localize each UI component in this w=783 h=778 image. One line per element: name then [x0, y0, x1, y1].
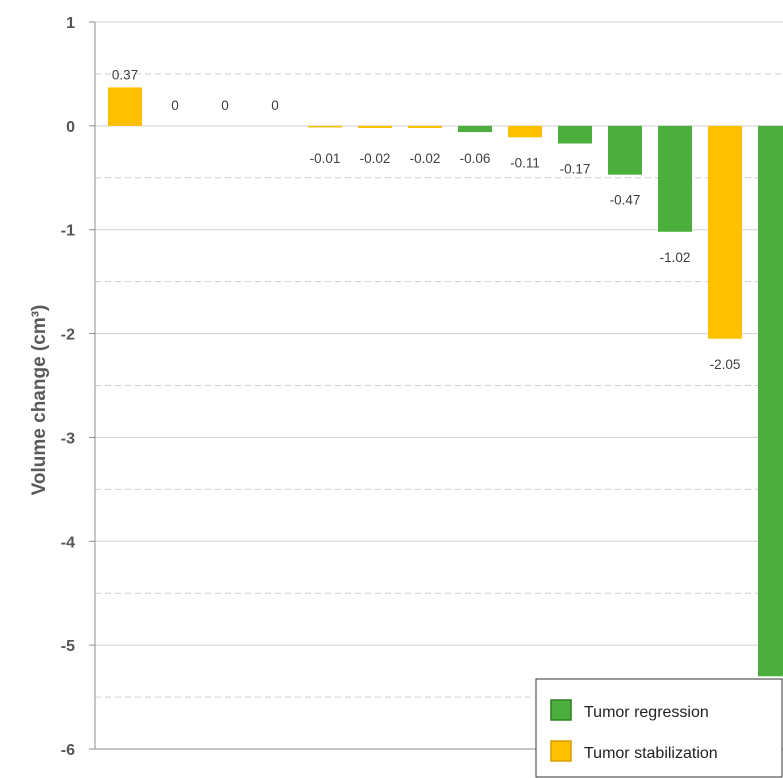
bar-stabilization: [508, 125, 542, 138]
data-label: -0.47: [610, 193, 641, 208]
data-label: -0.02: [360, 151, 391, 166]
data-label: -0.02: [410, 151, 441, 166]
legend-label-stabilization: Tumor stabilization: [584, 745, 718, 762]
bar-stabilization: [308, 125, 342, 128]
data-label: 0.37: [112, 67, 138, 82]
y-axis-title: Volume change (cm³): [29, 305, 50, 496]
bar-regression: [558, 125, 592, 144]
y-tick-label: -2: [61, 327, 75, 344]
y-tick-label: 1: [66, 15, 75, 32]
data-labels: 0.37 0 0 0 -0.01 -0.02 -0.02 -0.06 -0.11 -0.17 -0.…: [112, 67, 741, 371]
legend-label-regression: Tumor regression: [584, 704, 709, 721]
bar-regression: [658, 125, 692, 232]
bar-stabilization: [358, 125, 392, 128]
legend-swatch-stabilization: [550, 740, 572, 762]
y-tick-label: 0: [66, 119, 75, 136]
data-label: -2.05: [710, 357, 741, 372]
bar-stabilization: [108, 87, 142, 126]
bar-regression: [608, 125, 642, 175]
legend: Tumor regression Tumor stabilization: [535, 678, 783, 778]
data-label: -0.06: [460, 151, 491, 166]
bar-stabilization: [708, 125, 742, 339]
y-tick-label: -3: [61, 430, 75, 447]
bar-regression: [458, 125, 492, 133]
data-label: 0: [221, 98, 229, 113]
data-label: -0.01: [310, 151, 341, 166]
bar-regression: [758, 125, 783, 677]
y-tick-label: -6: [61, 742, 75, 759]
data-label: -1.02: [660, 250, 691, 265]
y-tick-label: -5: [61, 638, 75, 655]
data-label: -0.17: [560, 162, 591, 177]
data-label: 0: [271, 98, 279, 113]
legend-box: [535, 678, 783, 778]
y-axis-ticks: 1 0 -1 -2 -3 -4 -5 -6: [61, 15, 95, 759]
data-label: 0: [171, 98, 179, 113]
y-tick-label: -1: [61, 223, 75, 240]
data-label: -0.11: [510, 155, 540, 170]
bars: [108, 87, 783, 677]
bar-stabilization: [408, 125, 442, 128]
y-tick-label: -4: [61, 534, 75, 551]
legend-swatch-regression: [550, 699, 572, 721]
